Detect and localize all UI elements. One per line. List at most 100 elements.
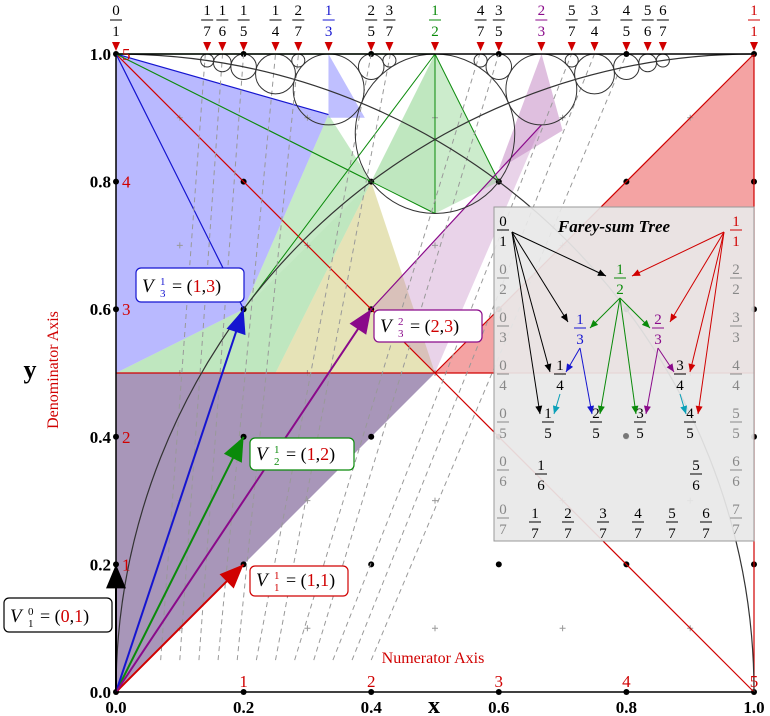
tree-node-num: 1 [537, 458, 545, 474]
denominator-tick: 3 [122, 300, 131, 319]
vector-label-name: V [142, 276, 156, 297]
tree-arrow-head [597, 269, 606, 276]
tree-node-num: 1 [544, 406, 552, 422]
tree-left-col-den: 2 [499, 282, 507, 298]
x-axis-label: x [428, 693, 440, 716]
tree-right-col-num: 6 [732, 454, 740, 470]
tree-arrow [579, 347, 593, 415]
tree-node-num: 3 [599, 506, 607, 522]
tree-node-den: 7 [599, 526, 607, 542]
tree-left-col-num: 0 [499, 214, 507, 230]
vector-1-1-arrowhead [219, 564, 244, 589]
farey-sum-tree: Farey-sum Tree01020304050607112233445566… [493, 206, 755, 542]
tree-node-num: 1 [556, 358, 564, 374]
top-fraction-den: 7 [659, 24, 667, 40]
tree-node-num: 3 [676, 358, 684, 374]
tree-left-col-den: 1 [499, 234, 507, 250]
tree-left-col-den: 7 [499, 522, 507, 538]
tree-arrow [669, 231, 725, 323]
top-marker [658, 42, 667, 51]
vector-label-part: 3 [206, 276, 215, 296]
top-fraction-den: 2 [431, 24, 439, 40]
tree-node-num: 3 [636, 406, 644, 422]
tree-node-den: 6 [537, 478, 545, 494]
tree-arrow-head [552, 405, 560, 414]
tree-right-col-num: 5 [732, 406, 740, 422]
dashed-ray [275, 53, 391, 661]
vector-2-3-arrowhead [349, 309, 372, 335]
tree-arrow-head [544, 363, 552, 372]
top-fraction-den: 1 [750, 24, 758, 40]
tree-node-den: 7 [531, 526, 539, 542]
tree-node-num: 1 [576, 312, 584, 328]
tree-left-col-num: 0 [499, 454, 507, 470]
green-line [115, 53, 372, 183]
tree-arrow [511, 231, 551, 373]
tree-right-col-den: 6 [732, 474, 740, 490]
tree-left-col-num: 0 [499, 262, 507, 278]
tree-left-col-num: 0 [499, 502, 507, 518]
vector-1-1-shaft [115, 563, 245, 693]
top-fraction-num: 5 [644, 3, 652, 19]
vector-label-part: = ( [286, 444, 307, 465]
green-region [116, 181, 372, 373]
tree-arrow-head [670, 313, 678, 322]
tree-right-col-num: 3 [732, 310, 740, 326]
tree-node-den: 5 [636, 426, 644, 442]
vector-label-part: 1 [193, 276, 202, 296]
dashed-ray [217, 53, 276, 661]
top-fraction-den: 6 [219, 24, 227, 40]
vector-label-part: 3 [444, 316, 453, 336]
tree-left-col-num: 0 [499, 310, 507, 326]
vector-label-name: V [10, 606, 24, 627]
top-marker [643, 42, 652, 51]
tree-arrow [631, 231, 725, 277]
ford-circle [473, 53, 488, 68]
tree-arrow [511, 231, 607, 277]
tree-left-col-den: 5 [499, 426, 507, 442]
numerator-axis-label: Numerator Axis [382, 650, 485, 667]
tree-node-num: 2 [592, 406, 600, 422]
vector-label-frac-den: 1 [274, 582, 280, 594]
vector-label-part: = ( [286, 570, 307, 591]
tree-right-col-den: 3 [732, 330, 740, 346]
vector-label-value: = (1,1) [286, 570, 335, 591]
grid-cross [559, 625, 566, 632]
top-fraction-num: 6 [659, 3, 667, 19]
top-fraction-num: 4 [477, 3, 485, 19]
numerator-tick: 4 [622, 672, 631, 691]
top-marker [324, 42, 333, 51]
vector-label-part: , [440, 316, 445, 336]
tree-right-col-den: 4 [732, 378, 740, 394]
vector-label-part: , [316, 570, 321, 590]
vector-label-box [373, 309, 483, 343]
tree-arrow [697, 231, 725, 415]
vector-label-frac-num: 2 [398, 316, 404, 328]
vector-label-value: = (1,3) [172, 276, 221, 297]
y-tick-label: 0.4 [90, 428, 112, 447]
vector-label-box [249, 565, 349, 597]
vector-label-part: ) [83, 606, 89, 627]
vector-label-part: = ( [40, 606, 61, 627]
tree-arrow-head [566, 363, 574, 372]
vector-1-3-shaft [115, 308, 245, 693]
top-marker [567, 42, 576, 51]
top-fraction-num: 3 [591, 3, 599, 19]
vector-label-part: ) [329, 570, 335, 591]
top-marker [271, 42, 280, 51]
vector-2-3-shaft [115, 308, 373, 693]
tree-title: Farey-sum Tree [557, 217, 671, 236]
green-triangle [371, 54, 435, 214]
top-fraction-num: 1 [240, 3, 248, 19]
tree-node-num: 5 [692, 458, 700, 474]
arc-left [115, 53, 755, 693]
vector-label-box [3, 597, 113, 633]
tree-arrow [619, 297, 637, 415]
top-fraction-num: 3 [495, 3, 503, 19]
vector-label-box [249, 437, 355, 471]
top-fraction-num: 2 [367, 3, 375, 19]
top-fraction-num: 4 [623, 3, 631, 19]
dashed-ray [198, 53, 245, 661]
vector-label-part: ) [453, 316, 459, 337]
